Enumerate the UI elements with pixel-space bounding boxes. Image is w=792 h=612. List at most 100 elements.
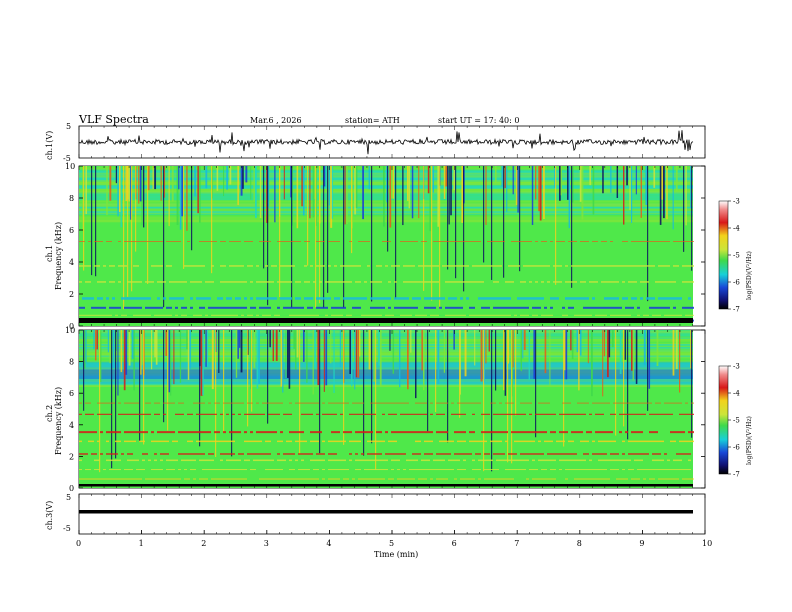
tone-line xyxy=(505,440,508,443)
tone-line xyxy=(538,297,541,300)
tone-line xyxy=(100,402,103,404)
tone-line xyxy=(655,453,658,455)
tone-line xyxy=(250,314,253,316)
tone-line xyxy=(445,478,448,480)
tone-line xyxy=(244,297,247,300)
tone-line xyxy=(271,413,274,415)
sferic-spike xyxy=(303,330,305,362)
tone-line xyxy=(358,431,361,434)
tone-line xyxy=(583,265,586,267)
tone-line xyxy=(271,265,274,267)
tone-line xyxy=(136,297,139,300)
tone-line xyxy=(460,469,463,471)
time-axis: 0 1 2 3 4 5 6 7 8 9 10 xyxy=(76,126,712,548)
noise-band xyxy=(79,167,693,170)
tone-line xyxy=(646,440,649,443)
tone-line xyxy=(604,459,607,462)
sferic-spike xyxy=(354,330,356,390)
colorbar-tick-label: -4 xyxy=(733,390,740,398)
tone-line xyxy=(223,281,226,283)
tone-line xyxy=(664,402,667,404)
sferic-spike xyxy=(528,330,530,381)
tone-line xyxy=(97,265,100,267)
tone-line xyxy=(496,281,499,283)
tone-line xyxy=(199,281,202,283)
tone-line xyxy=(169,469,172,471)
tone-line xyxy=(328,413,331,415)
tone-line xyxy=(643,469,646,471)
tone-line xyxy=(394,440,397,443)
tone-line xyxy=(550,459,553,462)
tone-line xyxy=(376,314,379,316)
tone-line xyxy=(586,306,589,309)
ch2-colorbar-label: log(PSD)(V²/Hz) xyxy=(746,416,753,465)
tone-line xyxy=(199,241,202,242)
tone-line xyxy=(559,459,562,462)
sferic-spike xyxy=(447,166,449,270)
tone-line xyxy=(304,402,307,404)
tone-line xyxy=(211,440,214,443)
tone-line xyxy=(244,431,247,434)
tone-line xyxy=(136,265,139,267)
tone-line xyxy=(415,459,418,462)
tone-line xyxy=(613,297,616,300)
tone-line xyxy=(97,241,100,242)
tone-line xyxy=(628,281,631,283)
tone-line xyxy=(223,306,226,309)
sferic-spike xyxy=(200,330,203,396)
tone-line xyxy=(313,469,316,471)
sferic-spike xyxy=(85,166,88,215)
tone-line xyxy=(133,297,136,300)
tone-line xyxy=(280,402,283,404)
tone-line xyxy=(304,440,307,443)
tone-line xyxy=(508,459,511,462)
tone-line xyxy=(556,265,559,267)
sferic-spike xyxy=(211,330,214,390)
tone-line xyxy=(343,440,346,443)
tone-line xyxy=(439,453,442,455)
tone-line xyxy=(136,431,139,434)
tone-line xyxy=(592,265,595,267)
sferic-spike xyxy=(480,330,483,382)
tone-line xyxy=(421,459,424,462)
tone-line xyxy=(88,281,91,283)
sferic-spike xyxy=(115,166,117,184)
tone-line xyxy=(289,297,292,300)
sferic-spike xyxy=(616,166,619,198)
tone-line xyxy=(538,453,541,455)
sferic-spike xyxy=(139,330,141,442)
tone-line xyxy=(601,431,604,434)
tone-line xyxy=(157,265,160,267)
tone-line xyxy=(145,281,148,283)
sferic-spike xyxy=(519,166,521,272)
tone-line xyxy=(247,459,250,462)
tone-line xyxy=(421,241,424,242)
tone-line xyxy=(499,459,502,462)
tone-line xyxy=(553,453,556,455)
tone-line xyxy=(589,469,592,471)
tone-line xyxy=(163,440,166,443)
tone-line xyxy=(307,478,310,480)
tone-line xyxy=(214,306,217,309)
sferic-spike xyxy=(431,166,433,301)
tone-line xyxy=(301,413,304,415)
tone-line xyxy=(616,306,619,309)
tone-line xyxy=(232,431,235,434)
tone-line xyxy=(292,314,295,316)
sferic-spike xyxy=(123,166,125,310)
tone-line xyxy=(646,241,649,242)
tone-line xyxy=(619,478,622,480)
tone-line xyxy=(526,297,529,300)
tone-line xyxy=(526,478,529,480)
time-tick-label: 10 xyxy=(702,539,712,548)
tone-line xyxy=(352,306,355,309)
tone-line xyxy=(79,402,82,404)
sferic-spike xyxy=(354,166,357,215)
tone-line xyxy=(85,402,88,404)
tone-line xyxy=(442,453,445,455)
ch2-spectrogram-image xyxy=(79,330,694,488)
sferic-spike xyxy=(295,330,297,370)
tone-line xyxy=(310,440,313,443)
tone-line xyxy=(214,413,217,415)
